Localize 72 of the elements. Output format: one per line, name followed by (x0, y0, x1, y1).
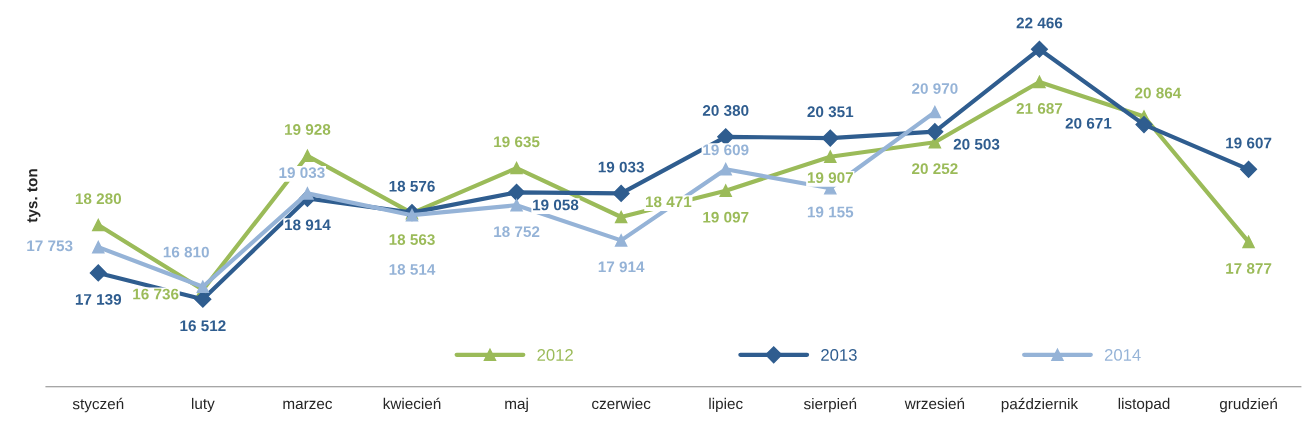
point (926, 123, 944, 141)
point (510, 161, 523, 175)
data-label: 18 471 (645, 196, 692, 208)
data-label: 18 563 (389, 234, 435, 246)
data-label: 19 928 (285, 124, 331, 135)
x-tick-label: maj (505, 397, 528, 413)
data-label: 16 736 (133, 288, 179, 300)
data-label: 20 252 (912, 163, 958, 175)
data-label: 21 687 (1016, 103, 1063, 114)
x-tick-label: styczeń (72, 397, 124, 413)
x-tick-label: lipiec (709, 397, 743, 413)
point (612, 184, 630, 202)
x-tick-label: grudzień (1219, 397, 1277, 413)
point (1033, 75, 1046, 89)
data-label: 19 607 (1226, 137, 1272, 149)
point (1242, 235, 1255, 249)
data-label: 20 503 (953, 138, 1000, 150)
point (92, 240, 105, 254)
x-tick-label: kwiecień (383, 397, 441, 410)
data-label: 19 155 (807, 206, 854, 218)
point (614, 210, 628, 224)
legend-label: 2014 (1104, 349, 1141, 361)
data-label: 20 970 (912, 83, 958, 94)
data-label: 17 877 (1226, 263, 1272, 274)
x-tick-label: luty (191, 397, 215, 413)
data-label: 19 907 (807, 172, 853, 184)
x-tick-label: wrzesień (904, 397, 965, 410)
x-tick-label: listopad (1118, 397, 1170, 413)
y-axis-title: tys. ton (27, 169, 41, 223)
data-label: 19 033 (598, 161, 644, 173)
point (1240, 160, 1258, 178)
data-label: 19 635 (494, 136, 540, 148)
data-label: 19 097 (703, 211, 749, 223)
point (1030, 40, 1048, 58)
point (89, 264, 107, 282)
legend-label: 2012 (537, 349, 573, 361)
data-label: 18 752 (494, 226, 540, 238)
data-label: 18 280 (75, 193, 122, 205)
data-label: 17 753 (27, 240, 73, 252)
legend-label: 2013 (821, 349, 857, 361)
data-label: 18 914 (285, 219, 331, 231)
data-label: 19 609 (703, 144, 749, 156)
data-label: 20 351 (807, 106, 854, 118)
data-label: 19 058 (533, 199, 579, 211)
data-label: 18 514 (389, 264, 436, 275)
data-label: 16 512 (180, 320, 226, 332)
point (614, 234, 628, 247)
data-label: 22 466 (1016, 17, 1063, 29)
data-label: 18 576 (389, 180, 435, 192)
data-label: 20 864 (1135, 87, 1182, 99)
point (196, 280, 210, 293)
point (508, 183, 526, 201)
point (821, 129, 839, 147)
point (301, 149, 314, 163)
x-tick-label: październik (1001, 397, 1079, 413)
point (510, 198, 523, 212)
point (824, 150, 837, 163)
data-label: 17 139 (75, 293, 122, 305)
data-label: 20 380 (702, 105, 749, 116)
data-label: 16 810 (163, 246, 209, 258)
data-label: 19 033 (279, 167, 325, 179)
point (928, 105, 942, 119)
point (92, 218, 105, 232)
point (719, 184, 732, 197)
x-tick-label: czerwiec (592, 397, 651, 410)
x-tick-label: marzec (283, 400, 333, 410)
point (1135, 116, 1153, 134)
data-label: 20 671 (1065, 117, 1112, 129)
point (717, 128, 735, 146)
x-tick-label: sierpień (803, 397, 857, 413)
data-label: 17 914 (598, 261, 645, 273)
point (719, 162, 732, 176)
